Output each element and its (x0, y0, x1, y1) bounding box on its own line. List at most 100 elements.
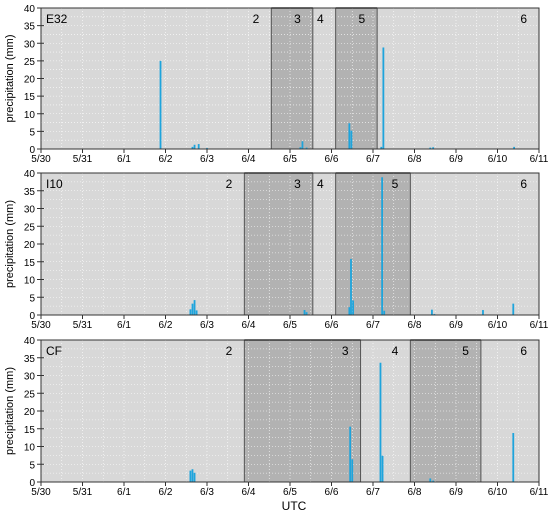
y-tick-label: 30 (24, 372, 36, 383)
precip-bar (432, 480, 435, 482)
y-tick-label: 35 (24, 22, 36, 33)
precip-bar (189, 309, 192, 315)
precip-bar (380, 146, 383, 149)
x-tick-label: 6/11 (530, 320, 549, 331)
y-tick-label: 35 (24, 354, 36, 365)
x-tick-label: 6/8 (408, 487, 422, 498)
precip-bar (189, 470, 192, 482)
x-tick-label: 6/7 (366, 320, 380, 331)
x-tick-label: 6/3 (200, 320, 214, 331)
period-label: 2 (226, 177, 233, 191)
x-tick-label: 6/8 (408, 154, 422, 165)
x-tick-label: 6/5 (283, 487, 297, 498)
y-tick-label: 40 (24, 336, 36, 347)
period-label: 6 (520, 344, 527, 358)
station-label: CF (46, 344, 62, 358)
x-tick-label: 6/3 (200, 154, 214, 165)
x-tick-label: 6/1 (117, 487, 131, 498)
precip-bar (299, 147, 302, 149)
x-tick-label: 6/7 (366, 487, 380, 498)
period-label: 2 (226, 344, 233, 358)
x-tick-label: 6/2 (159, 487, 173, 498)
precip-bar (381, 177, 384, 315)
x-tick-label: 5/31 (73, 154, 93, 165)
x-tick-label: 6/2 (159, 154, 173, 165)
period-label: 5 (462, 344, 469, 358)
precip-bar (433, 313, 436, 315)
x-tick-label: 5/31 (73, 487, 93, 498)
x-tick-label: 6/6 (325, 487, 339, 498)
y-tick-label: 10 (24, 276, 36, 287)
x-tick-label: 6/9 (449, 320, 463, 331)
period-band-3 (271, 8, 313, 149)
precip-bar (382, 47, 385, 150)
y-axis-label: precipitation (mm) (4, 200, 16, 288)
y-tick-label: 20 (24, 407, 36, 418)
precip-bar (191, 469, 194, 482)
x-tick-label: 6/1 (117, 154, 131, 165)
y-tick-label: 25 (24, 57, 36, 68)
x-tick-label: 5/30 (31, 320, 51, 331)
y-tick-label: 15 (24, 425, 36, 436)
precip-bar (351, 459, 354, 482)
period-label: 3 (294, 12, 301, 26)
station-label: I10 (46, 177, 63, 191)
y-axis-label: precipitation (mm) (4, 367, 16, 455)
x-tick-label: 6/9 (449, 487, 463, 498)
chart-panel-i10: 2 3 4 5 6 I10 0 5 10 15 20 25 30 35 40 precipitation (m… (4, 169, 549, 331)
precip-bar (195, 310, 198, 315)
x-tick-label: 5/30 (31, 154, 51, 165)
y-tick-label: 35 (24, 187, 36, 198)
x-tick-label: 5/31 (73, 320, 93, 331)
period-label: 2 (253, 12, 260, 26)
precip-bar (191, 303, 194, 315)
precip-bar (383, 310, 386, 315)
precip-bar (350, 258, 352, 315)
y-tick-label: 20 (24, 240, 36, 251)
x-tick-label: 6/11 (530, 487, 549, 498)
period-label: 4 (317, 177, 324, 191)
x-tick-label: 6/4 (242, 320, 256, 331)
precip-bar (429, 147, 432, 149)
x-tick-label: 5/30 (31, 487, 51, 498)
x-tick-label: 6/2 (159, 320, 173, 331)
x-tick-label: 6/6 (325, 320, 339, 331)
precip-bar (431, 309, 433, 315)
period-label: 6 (520, 12, 527, 26)
x-tick-label: 6/8 (408, 320, 422, 331)
precip-bar (352, 300, 354, 315)
y-tick-label: 5 (29, 460, 35, 471)
y-tick-label: 25 (24, 389, 36, 400)
x-tick-label: 6/1 (117, 320, 131, 331)
x-tick-label: 6/5 (283, 320, 297, 331)
y-tick-label: 15 (24, 92, 36, 103)
precip-bar (193, 472, 196, 482)
y-tick-label: 15 (24, 258, 36, 269)
y-axis-label: precipitation (mm) (4, 34, 16, 122)
y-tick-label: 0 (29, 478, 35, 489)
x-tick-label: 6/4 (242, 487, 256, 498)
precip-bar (348, 123, 351, 149)
x-axis-label: UTC (282, 499, 307, 513)
precip-bar (303, 310, 306, 315)
precip-bar (379, 362, 382, 482)
precip-bar (350, 130, 353, 149)
precip-bar (381, 455, 384, 482)
period-label: 3 (294, 177, 301, 191)
x-tick-label: 6/6 (325, 154, 339, 165)
period-band-5 (335, 173, 411, 315)
precip-bar (432, 147, 435, 149)
precip-bar (197, 144, 200, 149)
x-tick-label: 6/7 (366, 154, 380, 165)
x-tick-label: 6/11 (530, 154, 549, 165)
precip-bar (191, 146, 194, 149)
period-label: 3 (342, 344, 349, 358)
period-label: 6 (520, 177, 527, 191)
x-tick-label: 6/4 (242, 154, 256, 165)
y-tick-label: 25 (24, 222, 36, 233)
y-tick-label: 0 (29, 145, 35, 156)
precip-bar (305, 312, 308, 315)
chart-panel-cf: 2 3 4 5 6 CF 0 5 10 15 20 25 30 35 40 precipitation (mm… (4, 336, 549, 498)
period-label: 5 (358, 12, 365, 26)
